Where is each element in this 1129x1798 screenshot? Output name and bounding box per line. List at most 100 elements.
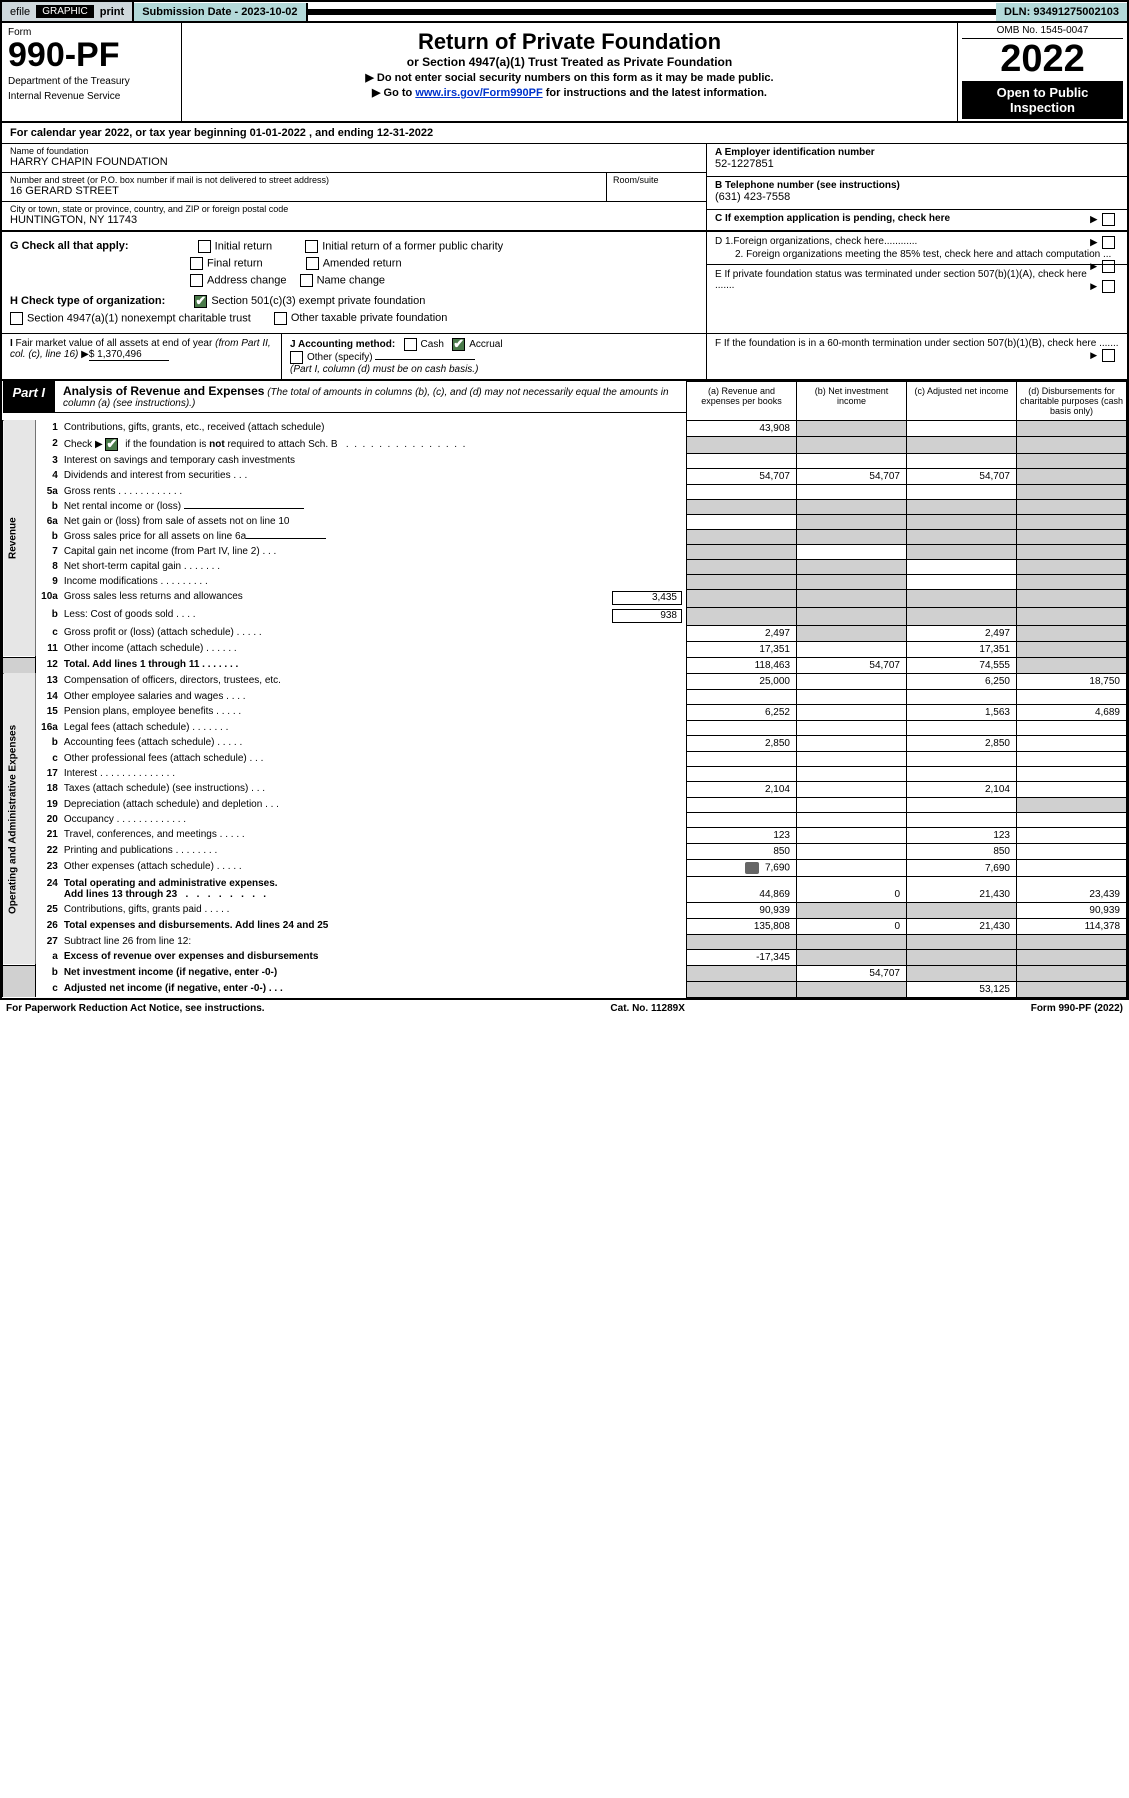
phone-cell: B Telephone number (see instructions) (6… — [707, 177, 1127, 210]
table-row: cOther professional fees (attach schedul… — [3, 751, 1127, 766]
efile-text: efile — [10, 6, 30, 18]
omb-number: OMB No. 1545-0047 — [962, 25, 1123, 39]
checkbox-4947[interactable] — [10, 312, 23, 325]
checkbox-501c3[interactable] — [194, 295, 207, 308]
table-row: 16aLegal fees (attach schedule) . . . . … — [3, 720, 1127, 735]
table-row: 9Income modifications . . . . . . . . . — [3, 574, 1127, 589]
table-row: 18Taxes (attach schedule) (see instructi… — [3, 781, 1127, 797]
checkbox-other-method[interactable] — [290, 351, 303, 364]
checkbox-initial-former[interactable] — [305, 240, 318, 253]
exemption-cell: C If exemption application is pending, c… — [707, 210, 1127, 230]
checkbox-accrual[interactable] — [452, 338, 465, 351]
checkbox-c[interactable] — [1102, 213, 1115, 226]
checkbox-name-change[interactable] — [300, 274, 313, 287]
checkbox-d1[interactable] — [1102, 236, 1115, 249]
g-section: G Check all that apply: Initial return I… — [2, 232, 1127, 334]
e-cell: E If private foundation status was termi… — [707, 265, 1127, 295]
checkbox-e[interactable] — [1102, 280, 1115, 293]
city-cell: City or town, state or province, country… — [2, 202, 706, 230]
revenue-side: Revenue — [3, 420, 36, 657]
checkbox-initial[interactable] — [198, 240, 211, 253]
part-description: Analysis of Revenue and Expenses (The to… — [55, 381, 686, 412]
top-bar: efile GRAPHIC print Submission Date - 20… — [2, 2, 1127, 23]
table-row: 26Total expenses and disbursements. Add … — [3, 918, 1127, 934]
table-row: 4Dividends and interest from securities … — [3, 468, 1127, 484]
table-row: 19Depreciation (attach schedule) and dep… — [3, 797, 1127, 812]
table-row: bNet rental income or (loss) — [3, 499, 1127, 514]
col-c-header: (c) Adjusted net income — [907, 381, 1017, 420]
form-container: efile GRAPHIC print Submission Date - 20… — [0, 0, 1129, 1000]
d-e-block: D 1.D 1. Foreign organizations, check he… — [707, 232, 1127, 333]
tax-year: 2022 — [962, 39, 1123, 81]
table-row: 15Pension plans, employee benefits . . .… — [3, 704, 1127, 720]
print-text[interactable]: print — [100, 6, 124, 18]
i-cell: I Fair market value of all assets at end… — [2, 334, 282, 379]
form-link-line: ▶ Go to www.irs.gov/Form990PF for instru… — [192, 86, 947, 99]
attachment-icon[interactable] — [745, 862, 759, 874]
form-header: Form 990-PF Department of the Treasury I… — [2, 23, 1127, 123]
graphic-badge: GRAPHIC — [36, 5, 94, 18]
table-row: 20Occupancy . . . . . . . . . . . . . — [3, 812, 1127, 827]
form-ref: Form 990-PF (2022) — [1031, 1003, 1123, 1014]
g-left: G Check all that apply: Initial return I… — [2, 232, 707, 333]
table-row: 25Contributions, gifts, grants paid . . … — [3, 902, 1127, 918]
table-row: 3Interest on savings and temporary cash … — [3, 453, 1127, 468]
table-row: 8Net short-term capital gain . . . . . .… — [3, 559, 1127, 574]
checkbox-cash[interactable] — [404, 338, 417, 351]
table-row: 12Total. Add lines 1 through 11 . . . . … — [3, 657, 1127, 673]
table-row: 17Interest . . . . . . . . . . . . . . — [3, 766, 1127, 781]
j-cell: J Accounting method: Cash Accrual Other … — [282, 334, 707, 379]
table-row: 5aGross rents . . . . . . . . . . . . — [3, 484, 1127, 499]
table-row: Operating and Administrative Expenses 13… — [3, 673, 1127, 689]
checkbox-f[interactable] — [1102, 349, 1115, 362]
table-row: bLess: Cost of goods sold . . . .938 — [3, 607, 1127, 625]
table-row: 22Printing and publications . . . . . . … — [3, 843, 1127, 859]
room-cell: Room/suite — [606, 173, 706, 202]
checkbox-other-taxable[interactable] — [274, 312, 287, 325]
open-public: Open to Public Inspection — [962, 81, 1123, 119]
form-link[interactable]: www.irs.gov/Form990PF — [415, 87, 542, 99]
year-block: OMB No. 1545-0047 2022 Open to Public In… — [957, 23, 1127, 121]
table-row: 21Travel, conferences, and meetings . . … — [3, 827, 1127, 843]
checkbox-d2[interactable] — [1102, 260, 1115, 273]
checkbox-schb[interactable] — [105, 438, 118, 451]
ein-cell: A Employer identification number 52-1227… — [707, 144, 1127, 177]
table-row: aExcess of revenue over expenses and dis… — [3, 949, 1127, 965]
d1-cell: D 1.D 1. Foreign organizations, check he… — [707, 232, 1127, 265]
table-row: bGross sales price for all assets on lin… — [3, 529, 1127, 544]
dln: DLN: 93491275002103 — [996, 3, 1127, 21]
cat-number: Cat. No. 11289X — [610, 1003, 684, 1014]
form-title: Return of Private Foundation — [192, 29, 947, 55]
table-row: 2Check ▶ if the foundation is not requir… — [3, 436, 1127, 453]
form-subtitle: or Section 4947(a)(1) Trust Treated as P… — [192, 55, 947, 69]
dept-irs: Internal Revenue Service — [8, 91, 175, 102]
table-row: 14Other employee salaries and wages . . … — [3, 689, 1127, 704]
checkbox-final[interactable] — [190, 257, 203, 270]
checkbox-amended[interactable] — [306, 257, 319, 270]
submission-date: Submission Date - 2023-10-02 — [134, 3, 307, 21]
col-b-header: (b) Net investment income — [797, 381, 907, 420]
table-row: 6aNet gain or (loss) from sale of assets… — [3, 514, 1127, 529]
table-row: 23Other expenses (attach schedule) . . .… — [3, 859, 1127, 876]
f-cell: F If the foundation is in a 60-month ter… — [707, 334, 1127, 379]
entity-right: A Employer identification number 52-1227… — [707, 144, 1127, 230]
table-row: bNet investment income (if negative, ent… — [3, 965, 1127, 981]
spacer — [308, 9, 997, 15]
part-tab: Part I — [3, 381, 56, 412]
form-warning: ▶ Do not enter social security numbers o… — [192, 71, 947, 84]
part1-table: Part I Analysis of Revenue and Expenses … — [2, 381, 1127, 998]
paperwork-notice: For Paperwork Reduction Act Notice, see … — [6, 1003, 265, 1014]
entity-left: Name of foundation HARRY CHAPIN FOUNDATI… — [2, 144, 707, 230]
checkbox-address[interactable] — [190, 274, 203, 287]
table-row: 11Other income (attach schedule) . . . .… — [3, 641, 1127, 657]
col-d-header: (d) Disbursements for charitable purpose… — [1017, 381, 1127, 420]
table-row: Revenue 1Contributions, gifts, grants, e… — [3, 420, 1127, 436]
form-footer: For Paperwork Reduction Act Notice, see … — [0, 1000, 1129, 1017]
foundation-name-cell: Name of foundation HARRY CHAPIN FOUNDATI… — [2, 144, 706, 173]
table-row: 27Subtract line 26 from line 12: — [3, 934, 1127, 949]
ijf-row: I Fair market value of all assets at end… — [2, 334, 1127, 381]
table-row: bAccounting fees (attach schedule) . . .… — [3, 735, 1127, 751]
table-row: 7Capital gain net income (from Part IV, … — [3, 544, 1127, 559]
expenses-side: Operating and Administrative Expenses — [3, 673, 36, 965]
form-id-block: Form 990-PF Department of the Treasury I… — [2, 23, 182, 121]
